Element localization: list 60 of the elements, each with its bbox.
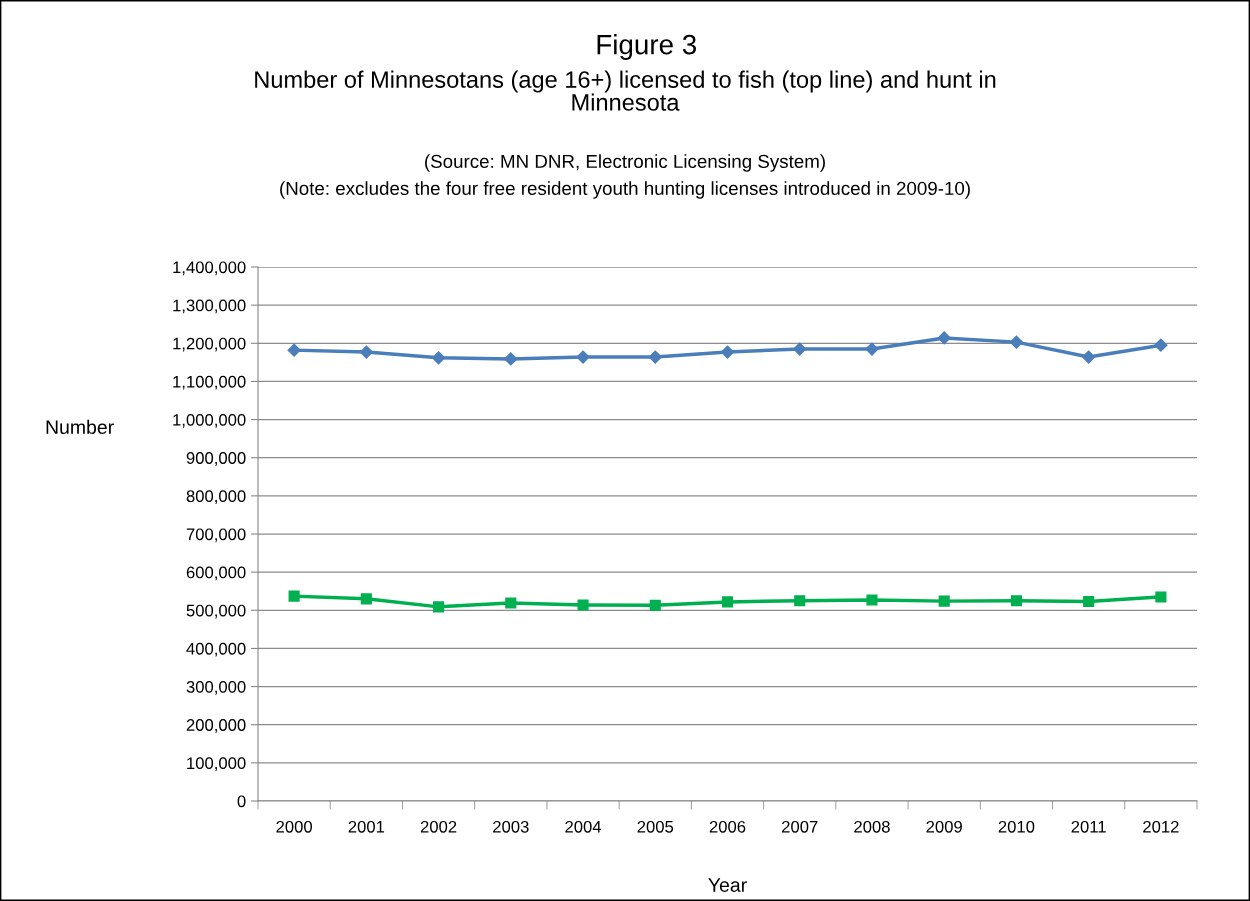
point — [1009, 335, 1024, 349]
y-tick-label: 1,200,000 — [173, 337, 246, 352]
y-axis-title: Number — [46, 419, 114, 435]
y-tick-label: 700,000 — [186, 528, 246, 543]
point — [577, 599, 589, 611]
y-tick-label: 600,000 — [186, 566, 246, 581]
y-tick-label: 800,000 — [186, 490, 246, 505]
x-tick-label: 2012 — [1143, 820, 1179, 833]
y-tick-label: 0 — [237, 795, 246, 808]
point — [648, 350, 662, 364]
x-tick-label: 2008 — [854, 820, 890, 833]
x-axis-title: Year — [708, 878, 747, 892]
chart-title: Figure 3 — [597, 34, 696, 60]
point — [287, 343, 301, 357]
point — [866, 594, 878, 606]
x-tick-label: 2005 — [637, 820, 674, 833]
y-tick-label: 1,300,000 — [173, 299, 246, 314]
point — [504, 352, 518, 366]
point — [1154, 338, 1168, 352]
point — [721, 596, 734, 608]
x-tick-label: 2006 — [709, 820, 746, 833]
point — [431, 351, 446, 365]
x-tick-label: 2003 — [493, 820, 529, 833]
x-tick-label: 2004 — [565, 820, 602, 833]
point — [1082, 350, 1096, 364]
point — [793, 342, 807, 356]
point — [359, 345, 373, 359]
x-tick-label: 2010 — [998, 820, 1035, 833]
text: (Note: excludes the four free resident youth hunting licenses introduced in 2009-10) — [280, 181, 970, 199]
y-tick-label: 100,000 — [187, 757, 246, 772]
point — [720, 345, 735, 359]
y-tick-label: 300,000 — [186, 680, 246, 695]
x-tick-label: 2001 — [348, 820, 385, 833]
y-tick-label: 1,400,000 — [173, 261, 246, 276]
point — [1083, 595, 1095, 608]
x-tick-label: 2011 — [1071, 820, 1106, 833]
x-tick-label: 2009 — [926, 820, 962, 833]
x-tick-label: 2000 — [276, 820, 312, 833]
y-tick-label: 400,000 — [186, 642, 246, 657]
point — [794, 595, 806, 607]
x-tick-label: 2002 — [420, 820, 457, 833]
point — [865, 342, 879, 356]
point — [1155, 591, 1167, 603]
point — [288, 590, 300, 602]
y-tick-label: 200,000 — [186, 719, 246, 733]
y-tick-label: 1,000,000 — [173, 413, 246, 428]
point — [1010, 595, 1022, 607]
y-tick-label: 900,000 — [186, 452, 246, 466]
chart-subtitle: Number of Minnesotans (age 16+) licensed to fish (top line) and hunt in Minnesota — [255, 70, 996, 111]
point — [433, 601, 445, 613]
point — [505, 597, 517, 609]
x-tick-label: 2007 — [782, 820, 818, 833]
point — [576, 350, 590, 364]
point — [649, 599, 661, 611]
point — [360, 593, 372, 605]
point — [937, 331, 951, 345]
text: (Source: MN DNR, Electronic Licensing System) — [425, 154, 825, 172]
y-tick-label: 1,100,000 — [173, 375, 246, 390]
point — [938, 595, 950, 607]
y-tick-label: 500,000 — [186, 604, 246, 619]
